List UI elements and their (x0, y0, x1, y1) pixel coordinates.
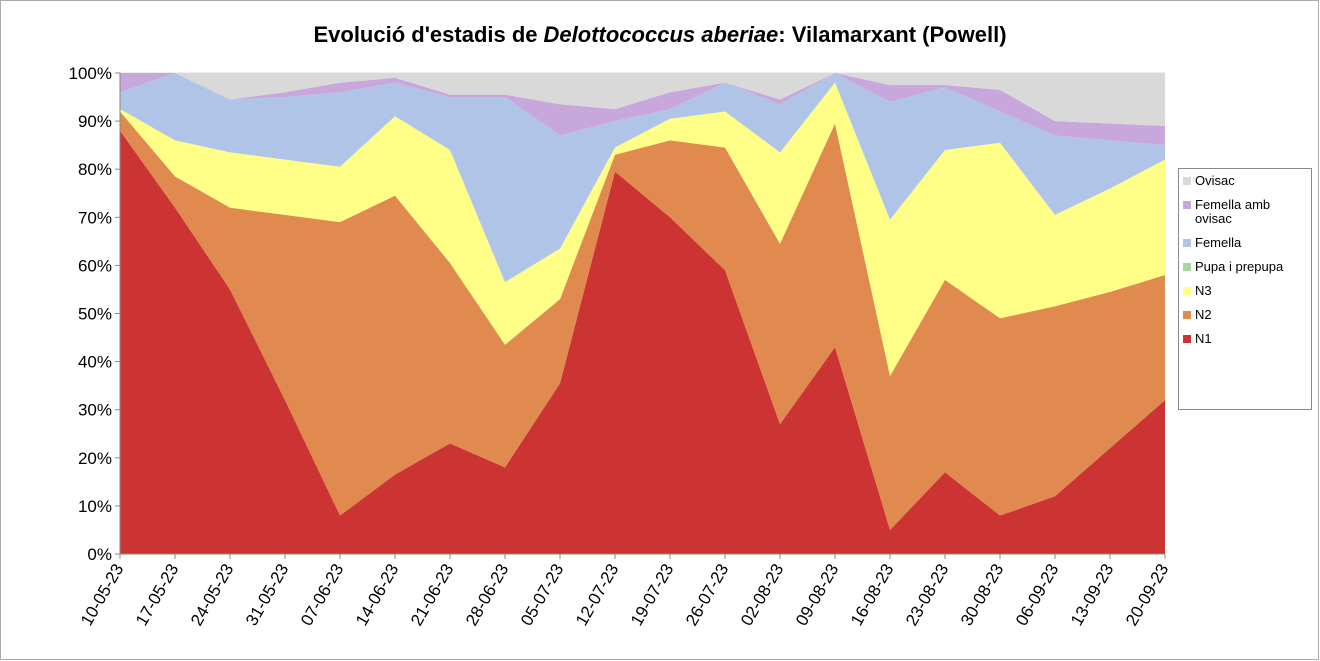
legend-swatch (1183, 287, 1191, 295)
legend-label: N3 (1195, 283, 1212, 298)
legend-swatch (1183, 239, 1191, 247)
title-part: Evolució d'estadis de (313, 22, 537, 47)
y-tick-label: 90% (78, 112, 112, 131)
area (120, 73, 1165, 126)
area (120, 130, 1165, 554)
y-tick-label: 60% (78, 256, 112, 275)
legend-item: N3 (1183, 284, 1307, 298)
y-tick-label: 10% (78, 497, 112, 516)
title-part: Delottococcus aberiae (544, 22, 779, 47)
legend-label: Femella (1195, 235, 1242, 250)
areas (120, 73, 1165, 554)
legend-swatch (1183, 311, 1191, 319)
y-tick-label: 100% (69, 64, 112, 83)
legend-label: Pupa i prepupa (1195, 259, 1284, 274)
y-tick-label: 20% (78, 449, 112, 468)
legend-swatch (1183, 201, 1191, 209)
legend-item: N2 (1183, 308, 1307, 322)
legend-label: Femella amb ovisac (1195, 197, 1271, 226)
y-tick-label: 40% (78, 353, 112, 372)
y-tick-label: 50% (78, 305, 112, 324)
area (120, 111, 1165, 530)
area (120, 73, 1165, 146)
legend: Ovisac Femella amb ovisac Femella Pupa i pr… (1178, 168, 1312, 410)
legend-item: N1 (1183, 332, 1307, 346)
legend-item: Femella (1183, 236, 1307, 250)
legend-label: Ovisac (1195, 173, 1235, 188)
title-part: : Vilamarxant (Powell) (778, 22, 1006, 47)
y-tick-label: 30% (78, 401, 112, 420)
legend-item: Ovisac (1183, 174, 1307, 188)
legend-swatch (1183, 335, 1191, 343)
chart-title: Evolució d'estadis de Delottococcus aberi… (313, 22, 1006, 47)
legend-item: Pupa i prepupa (1183, 260, 1307, 274)
legend-label: N2 (1195, 307, 1212, 322)
legend-swatch (1183, 263, 1191, 271)
area (120, 82, 1165, 377)
legend-item: Femella amb ovisac (1183, 198, 1307, 226)
y-tick-label: 80% (78, 160, 112, 179)
legend-swatch (1183, 177, 1191, 185)
legend-label: N1 (1195, 331, 1212, 346)
y-tick-label: 70% (78, 208, 112, 227)
y-tick-label: 0% (87, 545, 112, 564)
area (120, 73, 1165, 283)
